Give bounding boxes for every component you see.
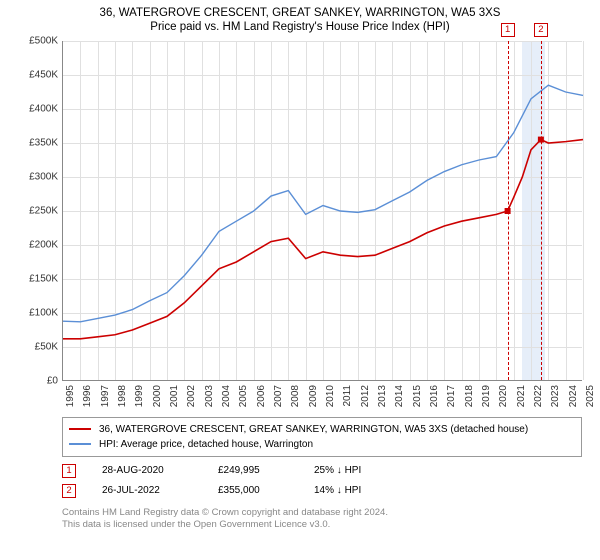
chart-title: 36, WATERGROVE CRESCENT, GREAT SANKEY, W… [10,6,590,21]
chart-area: 12 £0£50K£100K£150K£200K£250K£300K£350K£… [38,41,598,409]
marker-row-box: 1 [62,464,76,478]
x-tick-label: 2010 [325,385,336,407]
x-tick-label: 1997 [100,385,111,407]
gridline-v [583,41,584,380]
marker-row-price: £355,000 [218,485,288,496]
chart-svg [63,41,582,380]
x-tick-label: 2016 [429,385,440,407]
y-tick-label: £300K [29,171,58,182]
x-tick-label: 2017 [446,385,457,407]
x-tick-label: 2019 [481,385,492,407]
x-tick-label: 2011 [342,385,353,407]
y-tick-label: £0 [47,375,58,386]
footer-line-2: This data is licensed under the Open Gov… [62,519,590,531]
x-tick-label: 2012 [360,385,371,407]
legend: 36, WATERGROVE CRESCENT, GREAT SANKEY, W… [62,417,582,457]
x-tick-label: 1996 [82,385,93,407]
x-tick-label: 2015 [412,385,423,407]
y-tick-label: £250K [29,205,58,216]
series-hpi [63,85,583,322]
chart-container: 36, WATERGROVE CRESCENT, GREAT SANKEY, W… [0,0,600,560]
x-tick-label: 2024 [568,385,579,407]
x-tick-label: 2014 [394,385,405,407]
x-tick-label: 2005 [238,385,249,407]
x-tick-label: 2004 [221,385,232,407]
marker-box-2: 2 [534,23,548,37]
legend-item: 36, WATERGROVE CRESCENT, GREAT SANKEY, W… [69,422,575,437]
legend-item: HPI: Average price, detached house, Warr… [69,437,575,452]
x-tick-label: 2001 [169,385,180,407]
series-property [63,140,583,339]
marker-line-1 [508,41,509,380]
marker-row-delta: 14% ↓ HPI [314,485,394,496]
footer-line-1: Contains HM Land Registry data © Crown c… [62,507,590,519]
x-tick-label: 1999 [134,385,145,407]
y-tick-label: £100K [29,307,58,318]
x-tick-label: 2000 [152,385,163,407]
x-tick-label: 2006 [256,385,267,407]
x-tick-label: 2018 [464,385,475,407]
x-tick-label: 2021 [516,385,527,407]
legend-label: HPI: Average price, detached house, Warr… [99,437,313,452]
y-tick-label: £50K [35,341,58,352]
x-tick-label: 2020 [498,385,509,407]
marker-row-date: 26-JUL-2022 [102,485,192,496]
y-tick-label: £150K [29,273,58,284]
legend-swatch [69,428,91,430]
x-tick-label: 2003 [204,385,215,407]
x-tick-label: 2008 [290,385,301,407]
x-tick-label: 1995 [65,385,76,407]
marker-row-delta: 25% ↓ HPI [314,465,394,476]
plot-region: 12 [62,41,582,381]
marker-line-2 [541,41,542,380]
x-tick-label: 2025 [585,385,596,407]
x-tick-label: 1998 [117,385,128,407]
y-tick-label: £350K [29,137,58,148]
y-tick-label: £500K [29,35,58,46]
marker-row-box: 2 [62,484,76,498]
marker-row: 1 28-AUG-2020 £249,995 25% ↓ HPI [62,461,590,481]
marker-row: 2 26-JUL-2022 £355,000 14% ↓ HPI [62,481,590,501]
footer-attribution: Contains HM Land Registry data © Crown c… [62,507,590,532]
legend-label: 36, WATERGROVE CRESCENT, GREAT SANKEY, W… [99,422,528,437]
legend-swatch [69,443,91,445]
x-tick-label: 2013 [377,385,388,407]
x-tick-label: 2022 [533,385,544,407]
x-tick-label: 2009 [308,385,319,407]
y-tick-label: £200K [29,239,58,250]
marker-box-1: 1 [501,23,515,37]
marker-row-date: 28-AUG-2020 [102,465,192,476]
x-tick-label: 2002 [186,385,197,407]
x-tick-label: 2007 [273,385,284,407]
y-tick-label: £450K [29,69,58,80]
marker-row-price: £249,995 [218,465,288,476]
y-tick-label: £400K [29,103,58,114]
x-tick-label: 2023 [550,385,561,407]
marker-table: 1 28-AUG-2020 £249,995 25% ↓ HPI 2 26-JUL-202… [62,461,590,501]
